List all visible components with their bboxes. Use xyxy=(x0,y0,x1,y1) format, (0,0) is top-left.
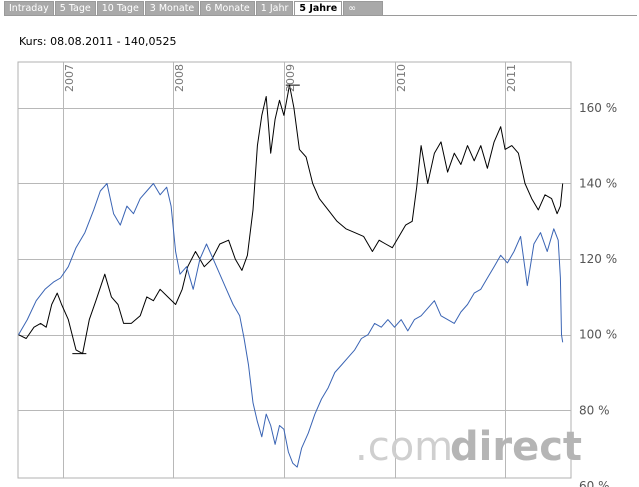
series-line-0 xyxy=(18,84,564,355)
x-tick-label: 2008 xyxy=(173,64,186,92)
y-tick-label: 160 % xyxy=(579,101,617,115)
y-axis-labels: 60 % 80 % 100 % 120 % 140 % 160 % xyxy=(579,101,617,487)
chart-grid xyxy=(17,61,572,479)
y-tick-label: 60 % xyxy=(579,479,610,487)
x-tick-label: 2010 xyxy=(395,64,408,92)
x-tick-label: 2007 xyxy=(63,64,76,92)
y-tick-label: 120 % xyxy=(579,252,617,266)
chart-series xyxy=(18,84,564,468)
watermark-direct: direct xyxy=(450,424,582,470)
quote-label: Kurs: 08.08.2011 - 140,0525 xyxy=(19,35,177,48)
tab-5-tage[interactable]: 5 Tage xyxy=(54,1,96,16)
tabbar-divider xyxy=(4,15,637,16)
y-tick-label: 140 % xyxy=(579,176,617,190)
x-axis-labels: 2007 2008 2009 2010 2011 xyxy=(63,64,518,92)
series-line-1 xyxy=(18,183,564,468)
y-tick-label: 80 % xyxy=(579,403,610,417)
watermark-com: .com xyxy=(355,424,453,470)
chart-markers xyxy=(72,84,300,355)
x-tick-label: 2009 xyxy=(284,64,297,92)
plot-frame xyxy=(17,61,572,479)
x-tick-label: 2011 xyxy=(505,64,518,92)
y-tick-label: 100 % xyxy=(579,328,617,342)
comdirect-watermark: .com direct xyxy=(355,424,582,470)
